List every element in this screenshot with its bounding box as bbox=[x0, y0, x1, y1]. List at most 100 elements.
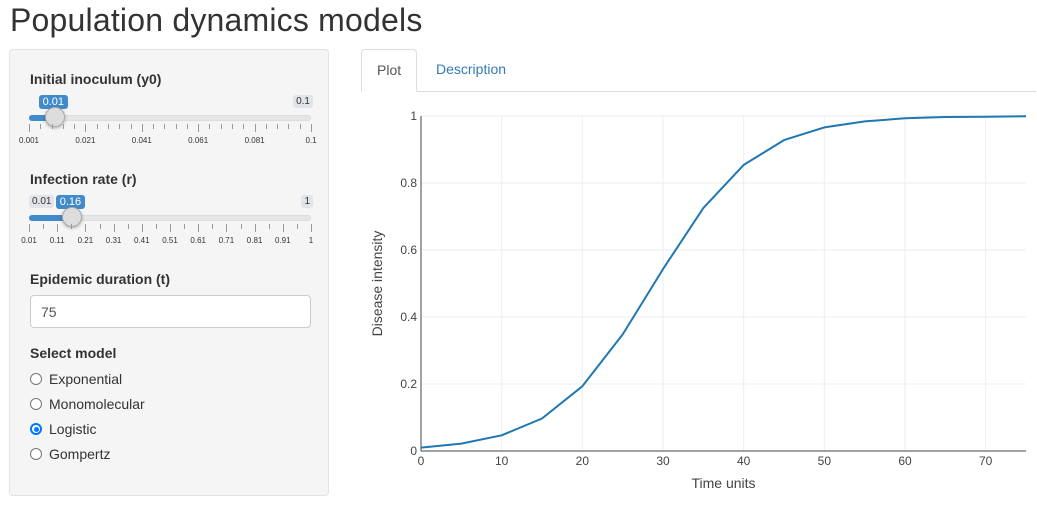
slider-major-tick bbox=[113, 224, 115, 232]
slider-minor-tick bbox=[127, 224, 129, 229]
slider-major-tick bbox=[254, 224, 256, 232]
slider-minor-tick bbox=[277, 124, 279, 129]
slider-major-tick bbox=[311, 224, 312, 232]
slider-tick-label: 0.61 bbox=[190, 236, 206, 245]
slider-major-tick bbox=[57, 224, 59, 232]
inoculum-ticks bbox=[29, 124, 312, 132]
slider-minor-tick bbox=[212, 224, 214, 229]
slider-major-tick bbox=[85, 124, 87, 132]
x-tick-label: 0 bbox=[418, 454, 425, 468]
slider-minor-tick bbox=[40, 124, 42, 129]
slider-tick-label: 0.91 bbox=[275, 236, 291, 245]
inoculum-handle[interactable] bbox=[44, 107, 65, 127]
slider-tick-label: 0.1 bbox=[305, 136, 317, 145]
slider-major-tick bbox=[29, 124, 30, 132]
model-option-logistic[interactable]: Logistic bbox=[30, 420, 96, 438]
y-tick-label: 0.4 bbox=[400, 310, 417, 324]
slider-tick-label: 0.01 bbox=[21, 236, 37, 245]
radio-label: Monomolecular bbox=[49, 396, 145, 412]
rate-min-badge: 0.01 bbox=[29, 195, 55, 208]
rate-ticks bbox=[29, 224, 312, 232]
slider-minor-tick bbox=[51, 124, 53, 129]
slider-major-tick bbox=[141, 124, 143, 132]
radio-button[interactable] bbox=[30, 373, 42, 385]
slider-tick-label: 0.061 bbox=[188, 136, 209, 145]
slider-minor-tick bbox=[164, 124, 166, 129]
model-option-monomolecular[interactable]: Monomolecular bbox=[30, 395, 145, 413]
tab-plot[interactable]: Plot bbox=[361, 49, 418, 92]
y-tick-label: 0.6 bbox=[400, 243, 417, 257]
rate-slider[interactable]: 0.01 1 0.16 0.01 0.11 0.21 0.31 0.41 0.51 0.61… bbox=[21, 195, 313, 255]
slider-major-tick bbox=[141, 224, 143, 232]
slider-minor-tick bbox=[299, 124, 301, 129]
slider-tick-label: 0.51 bbox=[162, 236, 178, 245]
slider-major-tick bbox=[282, 224, 284, 232]
inoculum-tick-labels: 0.001 0.021 0.041 0.061 0.081 0.1 bbox=[19, 136, 319, 148]
slider-minor-tick bbox=[74, 124, 76, 129]
slider-tick-label: 0.71 bbox=[218, 236, 235, 245]
slider-tick-label: 0.081 bbox=[244, 136, 265, 145]
radio-button[interactable] bbox=[30, 398, 42, 410]
rate-value-badge: 0.16 bbox=[55, 195, 86, 209]
radio-label: Logistic bbox=[49, 421, 97, 437]
inoculum-slider[interactable]: 0.1 0.01 0.001 0.021 0.041 0.061 0.081 0.1 bbox=[19, 95, 317, 155]
slider-minor-tick bbox=[220, 124, 222, 129]
slider-minor-tick bbox=[107, 124, 109, 129]
inoculum-fill bbox=[29, 115, 55, 121]
x-tick-label: 60 bbox=[898, 454, 912, 468]
slider-major-tick bbox=[254, 124, 256, 132]
y-tick-label: 1 bbox=[410, 109, 417, 123]
sidebar-panel: Initial inoculum (y0) 0.1 0.01 0.001 0.02… bbox=[9, 49, 329, 496]
slider-minor-tick bbox=[288, 124, 290, 129]
y-tick-label: 0.8 bbox=[400, 176, 417, 190]
slider-tick-label: 0.021 bbox=[75, 136, 96, 145]
inoculum-value-badge: 0.01 bbox=[38, 95, 69, 109]
duration-input[interactable] bbox=[30, 295, 311, 328]
y-axis-title: Disease intensity bbox=[369, 231, 385, 337]
rate-tick-labels: 0.01 0.11 0.21 0.31 0.41 0.51 0.61 0.71 0.81 0.91… bbox=[21, 236, 319, 248]
radio-button[interactable] bbox=[30, 448, 42, 460]
slider-tick-label: 0.001 bbox=[18, 136, 40, 145]
model-label: Select model bbox=[30, 345, 117, 361]
slider-minor-tick bbox=[43, 224, 45, 229]
rate-label: Infection rate (r) bbox=[30, 171, 137, 187]
slider-major-tick bbox=[226, 224, 228, 232]
slider-minor-tick bbox=[184, 224, 186, 229]
slider-major-tick bbox=[198, 124, 200, 132]
radio-label: Exponential bbox=[49, 371, 123, 387]
slider-minor-tick bbox=[71, 224, 73, 229]
slider-minor-tick bbox=[243, 124, 245, 129]
slider-minor-tick bbox=[296, 224, 298, 229]
slider-minor-tick bbox=[186, 124, 188, 129]
x-tick-label: 10 bbox=[495, 454, 509, 468]
model-option-gompertz[interactable]: Gompertz bbox=[30, 445, 110, 463]
slider-tick-label: 0.11 bbox=[49, 236, 65, 245]
inoculum-max-badge: 0.1 bbox=[293, 95, 313, 108]
slider-minor-tick bbox=[119, 124, 121, 129]
x-tick-label: 70 bbox=[979, 454, 993, 468]
slider-tick-label: 0.31 bbox=[105, 236, 122, 245]
rate-fill bbox=[29, 215, 72, 221]
rate-max-badge: 1 bbox=[301, 195, 313, 208]
radio-button[interactable] bbox=[30, 423, 42, 435]
slider-major-tick bbox=[29, 224, 30, 232]
tab-description[interactable]: Description bbox=[436, 61, 507, 77]
slider-minor-tick bbox=[209, 124, 211, 129]
model-option-exponential[interactable]: Exponential bbox=[30, 370, 122, 388]
inoculum-track[interactable] bbox=[29, 115, 311, 121]
series-line-0 bbox=[420, 115, 1027, 449]
slider-minor-tick bbox=[62, 124, 64, 129]
x-axis-title: Time units bbox=[691, 475, 755, 491]
slider-minor-tick bbox=[240, 224, 242, 229]
slider-minor-tick bbox=[175, 124, 177, 129]
slider-minor-tick bbox=[155, 224, 157, 229]
duration-label: Epidemic duration (t) bbox=[30, 271, 170, 287]
disease-curve-chart: 0 10 20 30 40 50 60 70 0 0.2 0.4 0.6 0.8 1 Time units D… bbox=[369, 109, 1027, 491]
slider-tick-label: 0.81 bbox=[246, 236, 263, 245]
tab-bar: Plot Description bbox=[361, 49, 1036, 92]
slider-major-tick bbox=[198, 224, 200, 232]
slider-tick-label: 1 bbox=[308, 236, 314, 245]
slider-minor-tick bbox=[153, 124, 155, 129]
slider-major-tick bbox=[85, 224, 87, 232]
slider-minor-tick bbox=[130, 124, 132, 129]
